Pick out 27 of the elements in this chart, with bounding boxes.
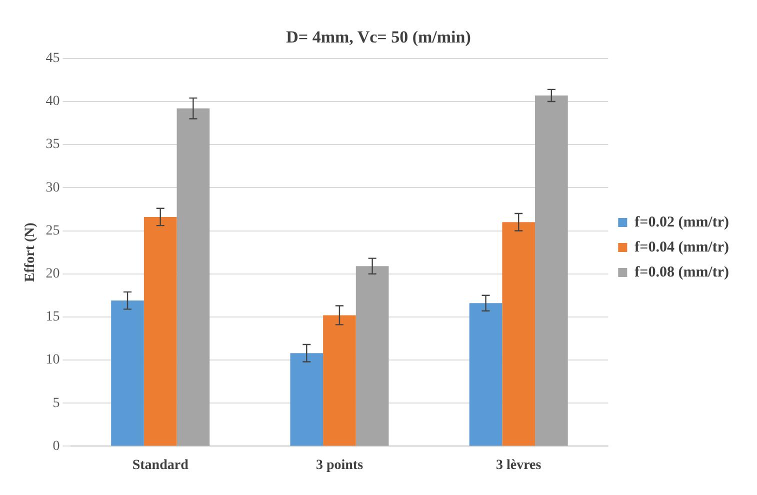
bar xyxy=(535,95,568,446)
bar xyxy=(469,303,502,446)
x-tick-label: 3 lèvres xyxy=(496,458,542,474)
bar xyxy=(111,300,144,446)
y-tick-label: 5 xyxy=(52,396,60,411)
x-tick-label: 3 points xyxy=(316,458,364,474)
y-tick-label: 15 xyxy=(46,310,60,325)
bar xyxy=(356,266,389,446)
bar xyxy=(502,222,536,446)
bar xyxy=(144,216,177,446)
chart-title: D= 4mm, Vc= 50 (m/min) xyxy=(286,28,471,47)
y-tick-label: 25 xyxy=(46,223,60,238)
bar xyxy=(176,108,210,446)
legend-label: f=0.04 (mm/tr) xyxy=(634,239,730,256)
legend-label: f=0.02 (mm/tr) xyxy=(634,214,730,230)
bar xyxy=(323,315,356,446)
y-tick-label: 10 xyxy=(46,352,60,368)
bar xyxy=(290,353,324,446)
y-tick-label: 45 xyxy=(46,51,60,66)
y-tick-label: 30 xyxy=(46,180,60,196)
x-tick-label: Standard xyxy=(132,458,189,474)
y-tick-label: 40 xyxy=(46,94,60,110)
legend-label: f=0.08 (mm/tr) xyxy=(634,264,730,280)
y-tick-label: 20 xyxy=(46,266,60,282)
y-tick-label: 0 xyxy=(52,438,60,454)
y-tick-label: 35 xyxy=(46,137,60,152)
y-axis-title: Effort (N) xyxy=(23,222,38,282)
